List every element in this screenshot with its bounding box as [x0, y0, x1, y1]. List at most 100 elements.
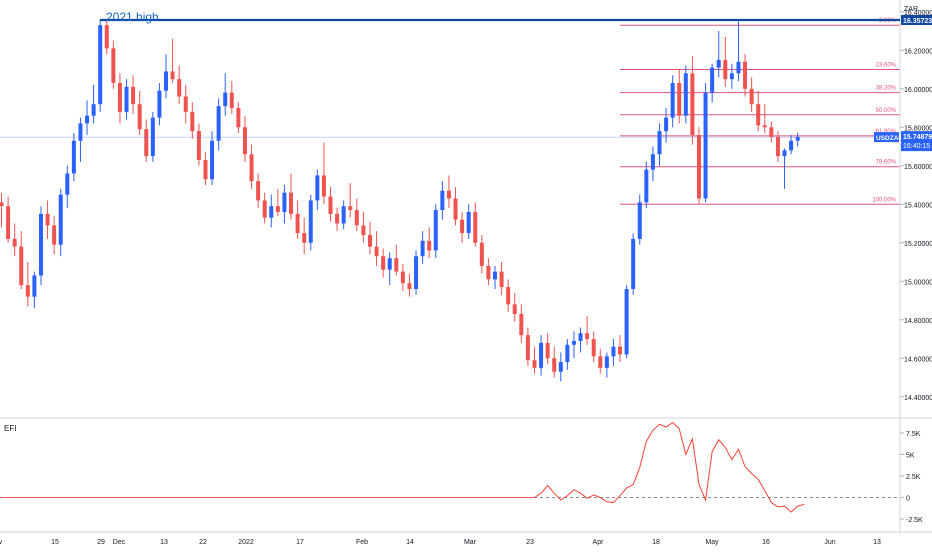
candle-body [571, 340, 576, 345]
candle-body [190, 111, 195, 132]
candle-body [170, 71, 175, 80]
candle-body [367, 235, 372, 247]
candle-body [644, 169, 649, 203]
candle-body [611, 346, 616, 357]
candle-body [223, 92, 228, 107]
candle-body [32, 275, 37, 297]
candle-body [558, 362, 563, 372]
candle-body [696, 134, 701, 199]
fib-level-label: 100.00% [872, 197, 896, 203]
efi-tick-label: 0 [906, 495, 910, 502]
candle-body [446, 190, 451, 199]
candle-body [414, 256, 419, 289]
candle-body [361, 225, 366, 236]
fib-level-label: 61.80% [876, 129, 897, 135]
symbol-badge-label: USDZAR [876, 135, 903, 142]
efi-indicator-pane: EFI [0, 421, 900, 513]
candle-body [295, 213, 300, 234]
candle-body [460, 219, 465, 234]
last-price-badge [901, 131, 932, 152]
candle-body [473, 211, 478, 243]
candle-body [387, 258, 392, 270]
fib-level-label: 0.00% [879, 18, 897, 24]
price-tick-label: 15.00000 [904, 279, 932, 286]
candle-body [269, 206, 274, 218]
efi-tick-label: 7.5K [906, 431, 921, 438]
candle-body [532, 360, 537, 368]
candle-body [177, 79, 182, 97]
candle-body [453, 198, 458, 220]
candle-body [335, 213, 340, 224]
time-tick-label: Dec [113, 539, 126, 546]
candle-body [328, 196, 333, 214]
candle-body [631, 238, 636, 289]
candle-body [275, 206, 280, 212]
high-price-badge [901, 15, 932, 26]
candle-body [769, 127, 774, 137]
candle-body [91, 104, 96, 116]
high-price-badge-label: 16.35723 [903, 18, 932, 25]
candle-body [117, 82, 122, 112]
candle-body [637, 202, 642, 239]
candle-body [585, 333, 590, 340]
efi-tick-label: 2.5K [906, 474, 921, 481]
candle-body [58, 194, 63, 245]
candle-body [479, 242, 484, 266]
candle-body [354, 210, 359, 226]
candle-body [756, 104, 761, 126]
price-tick-label: 16.40000 [904, 10, 932, 17]
candle-body [506, 287, 511, 305]
efi-tick-label: 5K [906, 452, 915, 459]
candle-body [302, 233, 307, 243]
candle-body [782, 150, 787, 157]
candle-body [38, 213, 43, 276]
price-tick-label: 15.80000 [904, 125, 932, 132]
time-tick-label: 16 [762, 539, 770, 546]
candle-body [19, 246, 24, 286]
candle-body [743, 61, 748, 89]
candle-body [262, 200, 267, 218]
candle-body [578, 333, 583, 341]
fib-level-label: 78.60% [876, 160, 897, 166]
candle-body [71, 140, 76, 174]
time-tick-label: Jun [824, 539, 835, 546]
candle-body [52, 225, 57, 245]
candle-body [394, 258, 399, 272]
candle-body [183, 96, 188, 112]
time-tick-label: 29 [97, 539, 105, 546]
candle-body [420, 240, 425, 257]
candle-body [650, 154, 655, 170]
countdown-timer: 16:40:15 [903, 143, 930, 150]
time-tick-label: Nov [0, 539, 3, 546]
candle-body [657, 131, 662, 155]
candle-body [723, 59, 728, 80]
candle-body [216, 106, 221, 141]
candle-body [604, 356, 609, 368]
candle-body [98, 25, 103, 105]
candle-body [683, 73, 688, 116]
symbol-badge [874, 132, 899, 143]
candle-body [598, 356, 603, 368]
candle-body [795, 136, 800, 141]
candle-body [703, 92, 708, 199]
currency-label: ZAR [904, 6, 918, 13]
candle-body [12, 238, 17, 247]
candle-body [111, 48, 116, 83]
candle-body [78, 123, 83, 141]
candle-body [6, 206, 11, 239]
candle-body [407, 283, 412, 289]
candle-body [710, 67, 715, 93]
candle-body [282, 192, 287, 212]
candle-body [762, 125, 767, 128]
candle-body [321, 175, 326, 197]
candle-body [400, 271, 405, 284]
time-tick-label: Mar [464, 539, 477, 546]
candle-body [565, 344, 570, 363]
price-tick-label: 16.20000 [904, 48, 932, 55]
candle-body [144, 129, 149, 157]
candle-body [433, 210, 438, 251]
candle-body [618, 346, 623, 355]
fib-level-label: 50.00% [876, 108, 897, 114]
candle-body [45, 213, 50, 226]
time-tick-label: Feb [356, 539, 368, 546]
